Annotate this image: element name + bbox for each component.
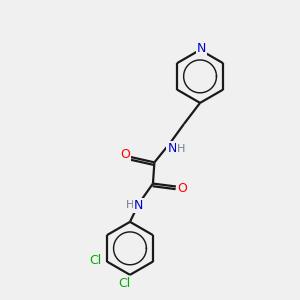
Text: N: N [197,42,206,55]
Text: O: O [178,182,187,195]
Text: H: H [177,144,185,154]
Text: O: O [120,148,130,160]
Text: Cl: Cl [118,277,131,290]
Text: N: N [167,142,177,155]
Text: H: H [126,200,134,210]
Text: N: N [134,199,143,212]
Text: Cl: Cl [90,254,102,267]
